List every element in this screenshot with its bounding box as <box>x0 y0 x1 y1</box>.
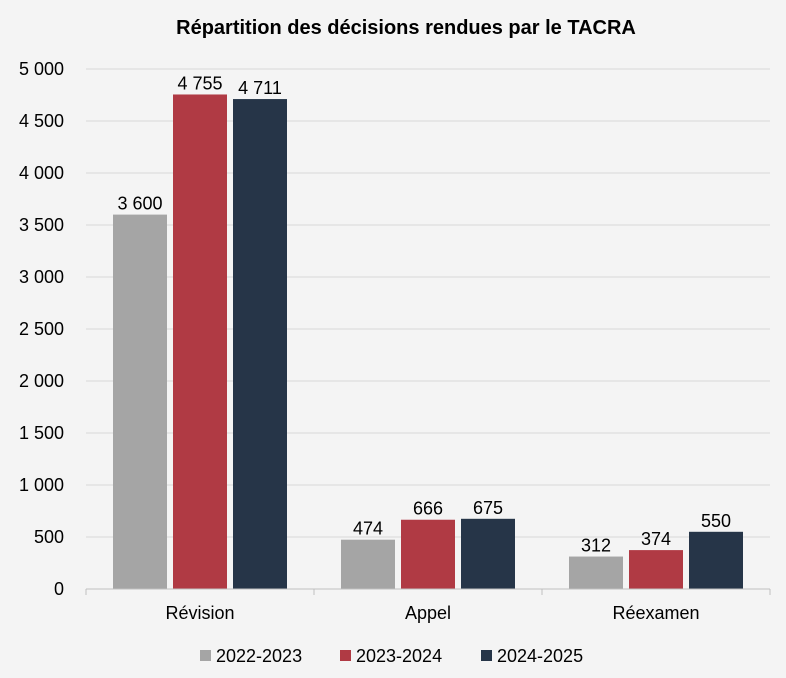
y-tick-label: 2 000 <box>19 371 64 391</box>
bar-2024-2025-Révision <box>233 99 287 589</box>
bar-2024-2025-Réexamen <box>689 531 743 589</box>
y-tick-label: 3 500 <box>19 215 64 235</box>
y-tick-label: 5 000 <box>19 59 64 79</box>
x-tick-label: Révision <box>165 603 234 623</box>
data-label: 374 <box>641 529 671 549</box>
bar-2023-2024-Appel <box>401 519 455 589</box>
bar-2022-2023-Révision <box>113 214 167 589</box>
bar-2023-2024-Révision <box>173 94 227 589</box>
legend-label: 2022-2023 <box>216 646 302 666</box>
bar-2022-2023-Réexamen <box>569 556 623 589</box>
x-tick-label: Appel <box>405 603 451 623</box>
legend-swatch <box>481 650 492 661</box>
legend-swatch <box>340 650 351 661</box>
data-label: 666 <box>413 499 443 519</box>
data-label: 675 <box>473 498 503 518</box>
y-tick-label: 2 500 <box>19 319 64 339</box>
y-tick-label: 3 000 <box>19 267 64 287</box>
y-tick-label: 4 500 <box>19 111 64 131</box>
data-label: 474 <box>353 519 383 539</box>
legend-swatch <box>200 650 211 661</box>
data-label: 312 <box>581 536 611 556</box>
y-tick-label: 1 000 <box>19 475 64 495</box>
x-tick-label: Réexamen <box>612 603 699 623</box>
legend-label: 2023-2024 <box>356 646 442 666</box>
legend-label: 2024-2025 <box>497 646 583 666</box>
chart-title: Répartition des décisions rendues par le… <box>176 17 636 39</box>
y-tick-label: 4 000 <box>19 163 64 183</box>
data-label: 3 600 <box>117 194 162 214</box>
y-tick-label: 500 <box>34 527 64 547</box>
data-label: 4 711 <box>238 78 282 98</box>
bar-2022-2023-Appel <box>341 539 395 589</box>
bar-2024-2025-Appel <box>461 518 515 589</box>
data-label: 4 755 <box>177 73 222 93</box>
bar-2023-2024-Réexamen <box>629 550 683 589</box>
data-label: 550 <box>701 511 731 531</box>
y-tick-label: 0 <box>54 579 64 599</box>
y-tick-label: 1 500 <box>19 423 64 443</box>
